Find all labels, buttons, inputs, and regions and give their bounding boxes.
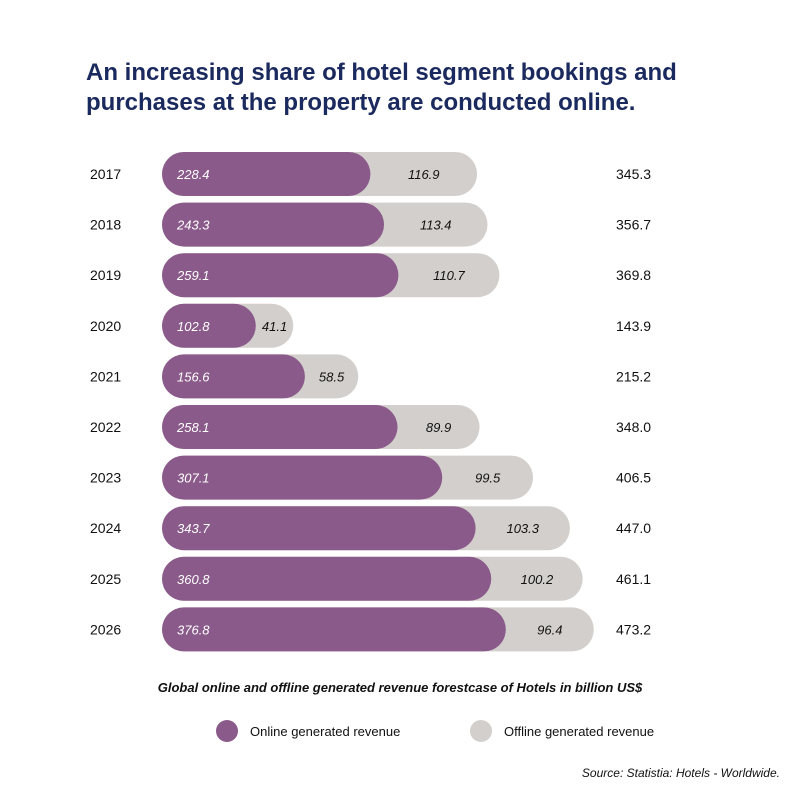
total-label: 461.1	[616, 571, 651, 587]
bar-online	[162, 354, 305, 399]
legend-item-offline: Offline generated revenue	[470, 720, 654, 742]
bar-online	[162, 607, 506, 652]
data-label-online: 307.1	[177, 471, 210, 486]
bar-online	[162, 253, 399, 298]
bar-online	[162, 455, 443, 500]
data-label-online: 258.1	[176, 420, 210, 435]
data-label-online: 376.8	[177, 622, 210, 637]
legend-item-online: Online generated revenue	[216, 720, 400, 742]
data-label-offline: 103.3	[506, 521, 539, 536]
total-label: 473.2	[616, 621, 651, 637]
category-label: 2022	[90, 419, 121, 435]
total-label: 348.0	[616, 419, 651, 435]
legend-label-online: Online generated revenue	[250, 723, 401, 739]
data-label-offline: 58.5	[319, 369, 345, 384]
data-label-offline: 99.5	[475, 471, 501, 486]
data-label-online: 228.4	[176, 167, 210, 182]
legend-swatch-online	[216, 720, 238, 742]
category-label: 2017	[90, 166, 121, 182]
data-label-online: 343.7	[177, 521, 210, 536]
chart-caption: Global online and offline generated reve…	[157, 680, 643, 695]
bar-online	[162, 303, 256, 348]
chart-title: An increasing share of hotel segment boo…	[86, 59, 677, 116]
legend-swatch-offline	[470, 720, 492, 742]
data-label-offline: 100.2	[521, 572, 554, 587]
category-label: 2023	[90, 470, 121, 486]
category-label: 2026	[90, 621, 121, 637]
category-label: 2020	[90, 318, 121, 334]
stacked-bar-chart: 2017 228.4 116.9 345.3 2018 243.3 113.4 356.7 20…	[90, 152, 651, 652]
bar-online	[162, 202, 385, 247]
source-note: Source: Statistia: Hotels - Worldwide.	[581, 766, 780, 780]
category-label: 2018	[90, 217, 121, 233]
bar-online	[162, 556, 492, 601]
total-label: 356.7	[616, 217, 651, 233]
data-label-offline: 113.4	[420, 218, 452, 233]
data-label-offline: 110.7	[433, 268, 465, 283]
data-label-offline: 116.9	[408, 167, 440, 182]
bar-online	[162, 405, 398, 449]
category-label: 2019	[90, 267, 121, 283]
total-label: 406.5	[616, 470, 651, 486]
data-label-online: 243.3	[176, 218, 210, 233]
data-label-online: 360.8	[177, 572, 210, 587]
data-label-offline: 41.1	[262, 319, 287, 334]
category-label: 2025	[90, 571, 121, 587]
total-label: 143.9	[616, 318, 651, 334]
data-label-online: 259.1	[176, 268, 210, 283]
legend-label-offline: Offline generated revenue	[504, 723, 655, 739]
data-label-offline: 89.9	[426, 420, 451, 435]
bar-online	[162, 506, 476, 551]
total-label: 345.3	[616, 166, 651, 182]
total-label: 215.2	[616, 368, 651, 384]
data-label-online: 156.6	[177, 369, 210, 384]
category-label: 2024	[90, 520, 121, 536]
data-label-offline: 96.4	[537, 622, 562, 637]
category-label: 2021	[90, 368, 121, 384]
bar-online	[162, 152, 371, 196]
data-label-online: 102.8	[177, 319, 210, 334]
total-label: 369.8	[616, 267, 651, 283]
total-label: 447.0	[616, 520, 651, 536]
